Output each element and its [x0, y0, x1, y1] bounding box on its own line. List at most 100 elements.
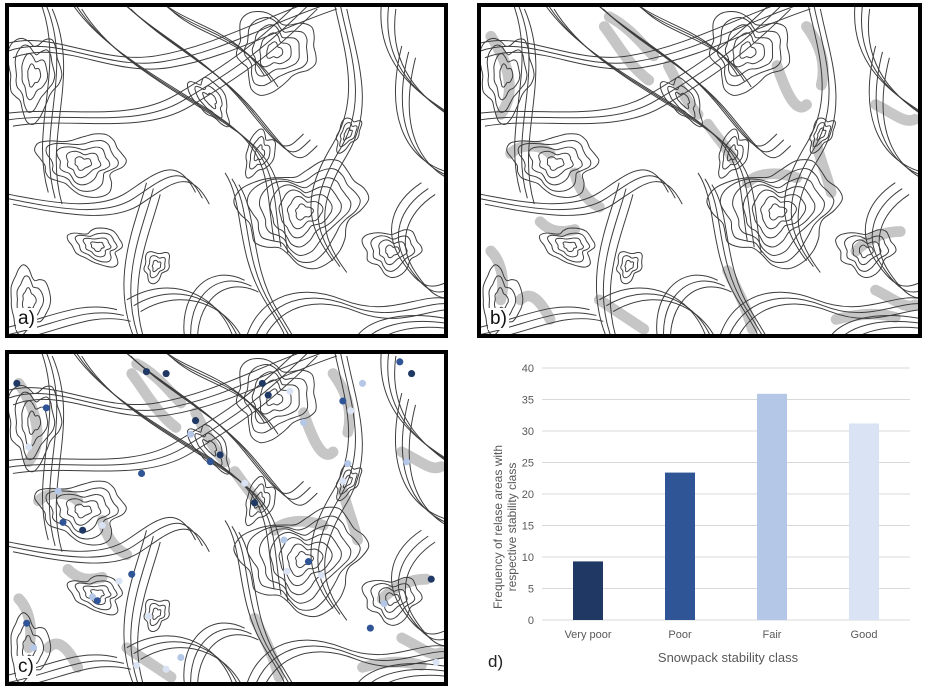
contour-line [401, 398, 444, 522]
contour-ring [151, 259, 162, 273]
contour-line [642, 8, 752, 88]
release-area-shape [593, 294, 650, 334]
contour-ring [90, 241, 105, 253]
contour-line [596, 182, 620, 334]
contour-ring [269, 184, 342, 248]
release-area-shape [337, 485, 363, 546]
contour-line [130, 188, 154, 334]
contour-line [882, 57, 918, 177]
stability-point [339, 477, 347, 485]
stability-point [216, 451, 224, 459]
release-area-shape [830, 308, 901, 325]
contour-line [256, 297, 444, 334]
contour-ring [27, 63, 42, 88]
contour-ring [243, 17, 309, 87]
chart-svg: 0 5 10 15 20 25 30 35 40 Very poor Poor Fair Good S… [491, 363, 910, 665]
contour-line [397, 535, 444, 641]
stability-point [79, 526, 87, 534]
stability-point [403, 458, 411, 466]
contour-line [481, 312, 597, 334]
stability-point [241, 479, 249, 487]
stability-point [162, 665, 170, 673]
contour-line [9, 7, 308, 121]
y-tick-labels: 0 5 10 15 20 25 30 35 40 [522, 363, 534, 627]
stability-point [138, 469, 146, 477]
contour-ring [246, 515, 361, 611]
contour-ring [278, 537, 333, 586]
contour-ring [732, 177, 825, 256]
contour-line [9, 169, 197, 205]
bar-good [849, 423, 879, 620]
contour-line [9, 517, 197, 552]
contour-line [41, 354, 51, 541]
release-area-shape [598, 21, 655, 86]
contour-ring [739, 41, 757, 59]
contour-lines [9, 7, 444, 334]
contour-line [123, 182, 147, 334]
contour-ring [538, 150, 574, 179]
contour-ring [370, 582, 416, 620]
stability-points [13, 358, 440, 673]
contour-line [51, 355, 65, 552]
contour-ring [235, 10, 317, 96]
contour-ring [186, 76, 230, 128]
stability-point [286, 387, 294, 395]
contour-ring [258, 524, 352, 604]
contour-line [197, 634, 259, 682]
stability-point [42, 404, 50, 412]
contour-ring [56, 493, 111, 533]
contour-ring [251, 24, 300, 77]
contour-lines [9, 354, 444, 682]
contour-line [397, 188, 444, 293]
contour-line [395, 393, 444, 519]
contour-line [391, 529, 444, 635]
panel-label-d: d) [488, 652, 504, 671]
stability-point [408, 370, 416, 378]
stability-point [300, 419, 308, 427]
contour-ring [259, 32, 292, 68]
contour-ring [528, 146, 583, 186]
contour-ring [335, 117, 363, 154]
stability-point [283, 567, 291, 575]
x-tick-label: Very poor [564, 629, 611, 641]
contour-ring [266, 41, 284, 59]
contour-line [123, 530, 147, 682]
contour-ring [202, 91, 218, 110]
stability-point [88, 593, 96, 601]
contour-ring [66, 575, 123, 616]
y-tick-label: 0 [528, 615, 534, 627]
contour-line [183, 622, 245, 682]
stability-point [396, 358, 404, 366]
contour-ring [143, 251, 171, 285]
contour-line [12, 8, 318, 127]
contour-line [9, 354, 298, 405]
contour-line [606, 293, 710, 334]
contour-line [126, 7, 304, 147]
contour-ring [722, 135, 744, 170]
contour-ring [9, 384, 63, 473]
contour-line [183, 274, 245, 334]
release-area-shape [396, 632, 444, 660]
contour-line [137, 541, 161, 682]
contour-ring [147, 602, 166, 627]
stability-point [54, 487, 62, 495]
contour-ring [9, 37, 63, 125]
contour-line [394, 8, 444, 113]
stability-point [206, 458, 214, 466]
contour-ring [194, 85, 223, 119]
release-areas [13, 358, 444, 682]
contour-line [9, 7, 295, 114]
contour-line [46, 354, 58, 547]
contour-line [484, 8, 811, 70]
contour-ring [858, 244, 874, 259]
contour-line [380, 7, 444, 111]
contour-line [609, 194, 634, 334]
contour-line [871, 188, 918, 293]
stability-point [144, 612, 152, 620]
stability-point [162, 370, 170, 378]
contour-ring [74, 232, 118, 263]
release-area-shape [534, 216, 581, 237]
contour-line [602, 8, 792, 159]
contour-ring [56, 146, 111, 186]
contour-map-c [9, 354, 444, 682]
